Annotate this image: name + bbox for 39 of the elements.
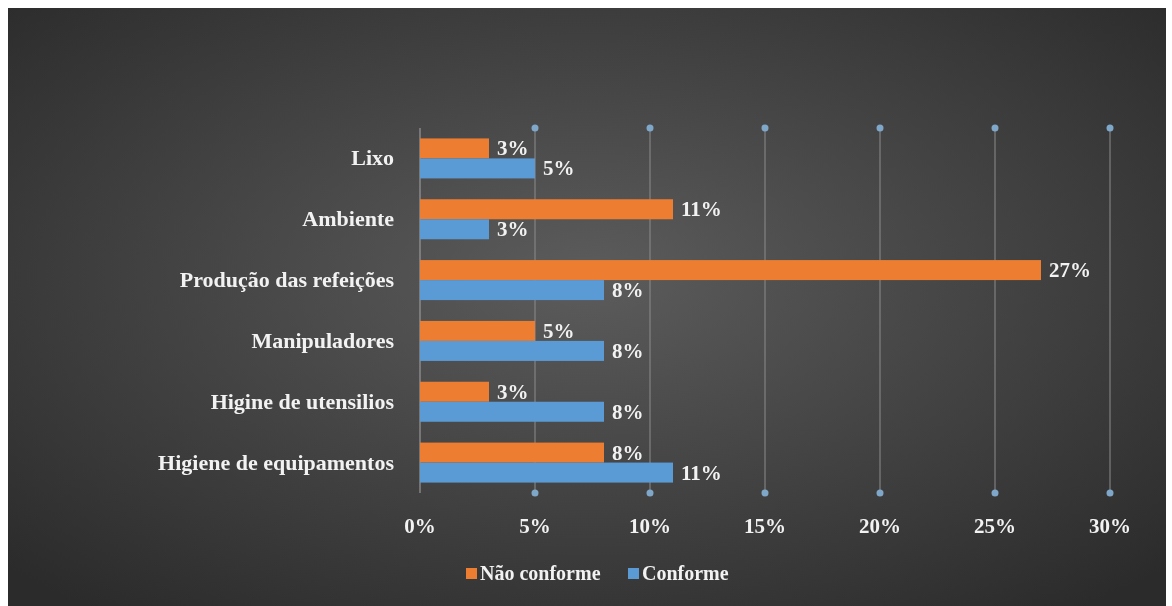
bar: [420, 260, 1041, 281]
x-tick-label: 25%: [974, 514, 1016, 538]
legend-label: Conforme: [642, 562, 729, 584]
y-tick-label: Manipuladores: [251, 327, 395, 353]
data-label: 11%: [681, 460, 722, 485]
data-label: 3%: [497, 379, 529, 404]
x-tick-label: 10%: [629, 514, 671, 538]
bar: [420, 138, 489, 159]
data-label: 3%: [497, 217, 529, 242]
data-label: 11%: [681, 197, 722, 222]
y-tick-label: Higiene de equipamentos: [158, 449, 395, 475]
data-label: 27%: [1049, 258, 1091, 283]
bar: [420, 401, 604, 422]
data-label: 5%: [543, 156, 575, 181]
bar: [420, 462, 673, 483]
data-label: 3%: [497, 136, 529, 161]
bar: [420, 442, 604, 463]
x-tick-label: 20%: [859, 514, 901, 538]
bar: [420, 219, 489, 240]
bar: [420, 280, 604, 301]
y-tick-label: Higine de utensilios: [210, 388, 395, 414]
bar: [420, 158, 535, 179]
y-tick-label: Produção das refeições: [179, 267, 395, 293]
bar: [420, 320, 535, 341]
legend-label: Não conforme: [480, 562, 601, 584]
x-tick-label: 0%: [404, 514, 436, 538]
x-tick-label: 30%: [1089, 514, 1131, 538]
bar: [420, 381, 489, 402]
y-tick-label: Lixo: [351, 145, 394, 171]
x-tick-label: 15%: [744, 514, 786, 538]
bar: [420, 199, 673, 220]
data-label: 8%: [612, 440, 644, 465]
y-tick-label: Ambiente: [302, 206, 395, 232]
data-label: 8%: [612, 338, 644, 363]
bar: [420, 340, 604, 361]
data-label: 8%: [612, 278, 644, 303]
data-label: 5%: [543, 318, 575, 343]
x-tick-label: 5%: [519, 514, 551, 538]
data-label: 8%: [612, 399, 644, 424]
